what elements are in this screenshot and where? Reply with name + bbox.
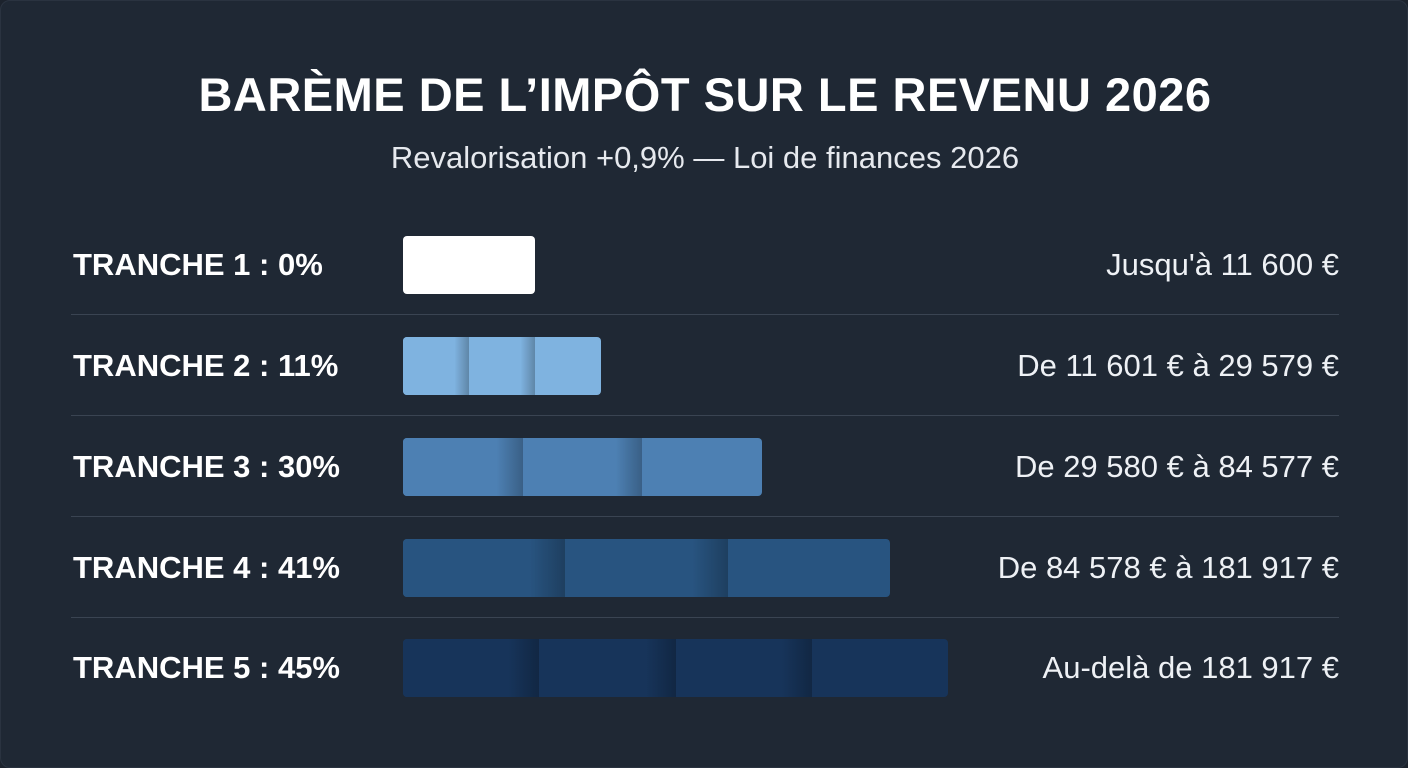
bar-segment — [403, 236, 535, 294]
bracket-row: TRANCHE 2 : 11% De 11 601 € à 29 579 € — [71, 337, 1339, 395]
bar-segment — [565, 539, 728, 597]
bracket-range: De 29 580 € à 84 577 € — [1014, 449, 1339, 484]
bracket-range: De 11 601 € à 29 579 € — [1017, 348, 1339, 383]
bracket-row: TRANCHE 5 : 45% Au-delà de 181 917 € — [71, 639, 1339, 697]
bar-segment — [727, 539, 891, 597]
bracket-range: Au-delà de 181 917 € — [1042, 650, 1339, 685]
bar-segment — [675, 639, 812, 697]
bracket-range: De 84 578 € à 181 917 € — [997, 550, 1339, 585]
bracket-bar — [403, 337, 602, 395]
bracket-bar — [403, 438, 763, 496]
row-divider — [71, 516, 1339, 517]
bar-segment — [535, 337, 602, 395]
bar-segment — [522, 438, 643, 496]
row-divider — [71, 617, 1339, 618]
chart-title: BARÈME DE L’IMPÔT SUR LE REVENU 2026 — [198, 68, 1212, 121]
bracket-label: TRANCHE 4 : 41% — [73, 550, 340, 585]
bracket-label: TRANCHE 5 : 45% — [73, 650, 340, 685]
chart-subtitle: Revalorisation +0,9% — Loi de finances 2… — [390, 140, 1020, 175]
bar-segment — [403, 438, 523, 496]
bar-segment — [403, 539, 566, 597]
bracket-range: Jusqu'à 11 600 € — [1106, 247, 1339, 282]
bracket-row: TRANCHE 3 : 30% De 29 580 € à 84 577 € — [71, 438, 1339, 496]
bracket-bar — [403, 639, 948, 697]
bracket-label: TRANCHE 2 : 11% — [73, 348, 339, 383]
row-divider — [71, 415, 1339, 416]
row-divider — [71, 314, 1339, 315]
bar-segment — [539, 639, 676, 697]
bar-segment — [469, 337, 536, 395]
bar-segment — [403, 639, 540, 697]
bracket-label: TRANCHE 1 : 0% — [73, 247, 323, 282]
bracket-row: TRANCHE 1 : 0% Jusqu'à 11 600 € — [71, 236, 1339, 294]
bar-segment — [811, 639, 948, 697]
bar-segment — [642, 438, 763, 496]
bar-segment — [403, 337, 470, 395]
bracket-bar — [403, 236, 535, 294]
bracket-bar — [403, 539, 891, 597]
bracket-label: TRANCHE 3 : 30% — [73, 449, 340, 484]
bracket-row: TRANCHE 4 : 41% De 84 578 € à 181 917 € — [71, 539, 1339, 597]
